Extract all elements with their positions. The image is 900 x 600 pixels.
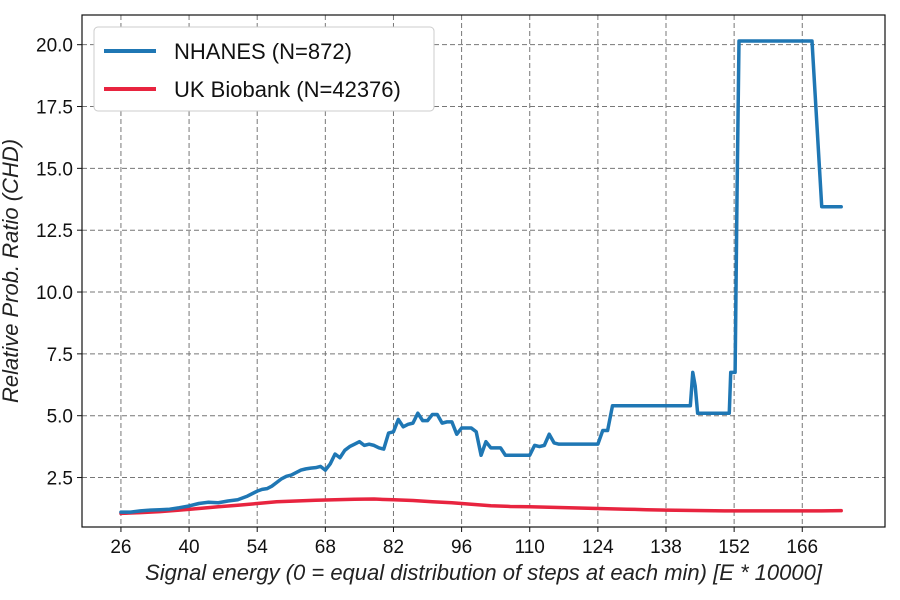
y-tick-label: 10.0 (36, 283, 73, 304)
x-tick-label: 54 (247, 537, 269, 558)
x-tick-label: 166 (786, 537, 818, 558)
y-tick-label: 17.5 (36, 98, 73, 119)
x-tick-label: 138 (650, 537, 682, 558)
y-tick-label: 15.0 (36, 159, 73, 180)
y-tick-label: 5.0 (47, 407, 73, 428)
x-tick-label: 68 (315, 537, 336, 558)
series-lines (119, 39, 843, 516)
x-tick-label: 110 (515, 537, 545, 558)
x-tick-label: 124 (582, 537, 614, 558)
x-axis-label: Signal energy (0 = equal distribution of… (145, 560, 823, 585)
y-tick-label: 2.5 (47, 469, 73, 490)
x-tick-label: 40 (178, 537, 199, 558)
x-axis-ticks: 26 40 54 68 82 96 110 124 138 152 166 (110, 527, 818, 558)
y-tick-label: 7.5 (47, 345, 73, 366)
legend-label-uk-biobank: UK Biobank (N=42376) (174, 77, 401, 102)
x-tick-label: 96 (451, 537, 472, 558)
x-tick-label: 82 (383, 537, 404, 558)
plot-frame (81, 14, 886, 528)
y-axis-label: Relative Prob. Ratio (CHD) (0, 139, 23, 403)
y-axis-ticks: 2.5 5.0 7.5 10.0 12.5 15.0 17.5 20.0 (36, 36, 82, 490)
legend-label-nhanes: NHANES (N=872) (174, 39, 352, 64)
legend-box (93, 26, 435, 112)
legend: NHANES (N=872) UK Biobank (N=42376) (93, 26, 435, 112)
series-line-nhanes (119, 39, 843, 514)
series-line-uk-biobank (119, 497, 843, 516)
y-tick-label: 12.5 (36, 221, 73, 242)
x-tick-label: 26 (110, 537, 131, 558)
y-tick-label: 20.0 (36, 36, 73, 57)
x-tick-label: 152 (718, 537, 750, 558)
